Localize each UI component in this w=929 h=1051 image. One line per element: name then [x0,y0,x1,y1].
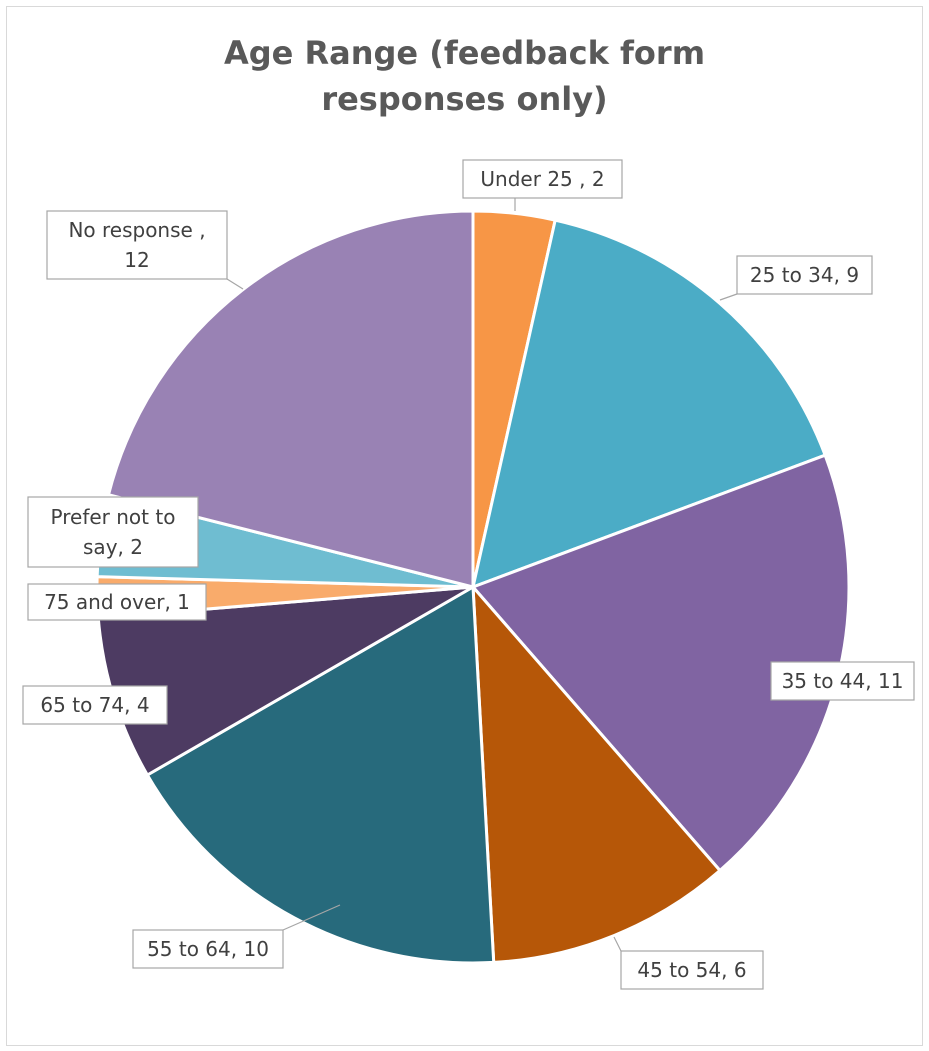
data-label-box [27,583,207,621]
leader-line-9 [226,278,244,290]
leader-line-5 [282,904,341,931]
data-label-3: 35 to 44, 11 [770,661,915,701]
data-label-text: 65 to 74, 4 [40,693,149,717]
data-label-2: 25 to 34, 9 [736,255,873,295]
data-label-text: No response , [68,218,205,242]
data-label-text: 35 to 44, 11 [782,669,904,693]
data-label-box [620,950,764,990]
chart-title-line-2: responses only) [321,80,608,118]
data-label-box [22,685,168,725]
data-label-7: 75 and over, 1 [27,583,207,621]
data-label-text: 45 to 54, 6 [637,958,746,982]
data-label-box [132,929,284,969]
data-label-text: 25 to 34, 9 [750,263,859,287]
data-label-text: 55 to 64, 10 [147,937,269,961]
data-label-8: Prefer not to say, 2 [27,496,199,568]
chart-title: Age Range (feedback form responses only) [0,30,929,122]
pie-slice-2 [471,218,827,589]
data-label-box [27,496,199,568]
data-labels: Under 25 , 2 25 to 34, 9 35 to 44, 11 45 to… [22,159,915,990]
pie-slice-4 [471,585,722,964]
leader-line-2 [719,293,738,301]
data-label-text: Under 25 , 2 [480,167,604,191]
data-label-4: 45 to 54, 6 [620,950,764,990]
pie-slice-5 [145,585,496,965]
data-label-1: Under 25 , 2 [462,159,623,199]
data-label-6: 65 to 74, 4 [22,685,168,725]
data-label-text: 75 and over, 1 [44,590,190,614]
data-label-text: say, 2 [83,535,143,559]
data-label-box [736,255,873,295]
data-label-9: No response , 12 [46,210,228,280]
data-label-5: 55 to 64, 10 [132,929,284,969]
pie-slices [95,209,851,965]
leader-line-4 [613,936,622,952]
leader-lines [226,198,738,952]
data-label-text: 12 [124,248,149,272]
data-label-text: Prefer not to [51,505,176,529]
data-label-box [462,159,623,199]
data-label-box [46,210,228,280]
pie-slice-9 [107,209,475,589]
data-label-box [770,661,915,701]
chart-title-line-1: Age Range (feedback form [223,34,706,72]
